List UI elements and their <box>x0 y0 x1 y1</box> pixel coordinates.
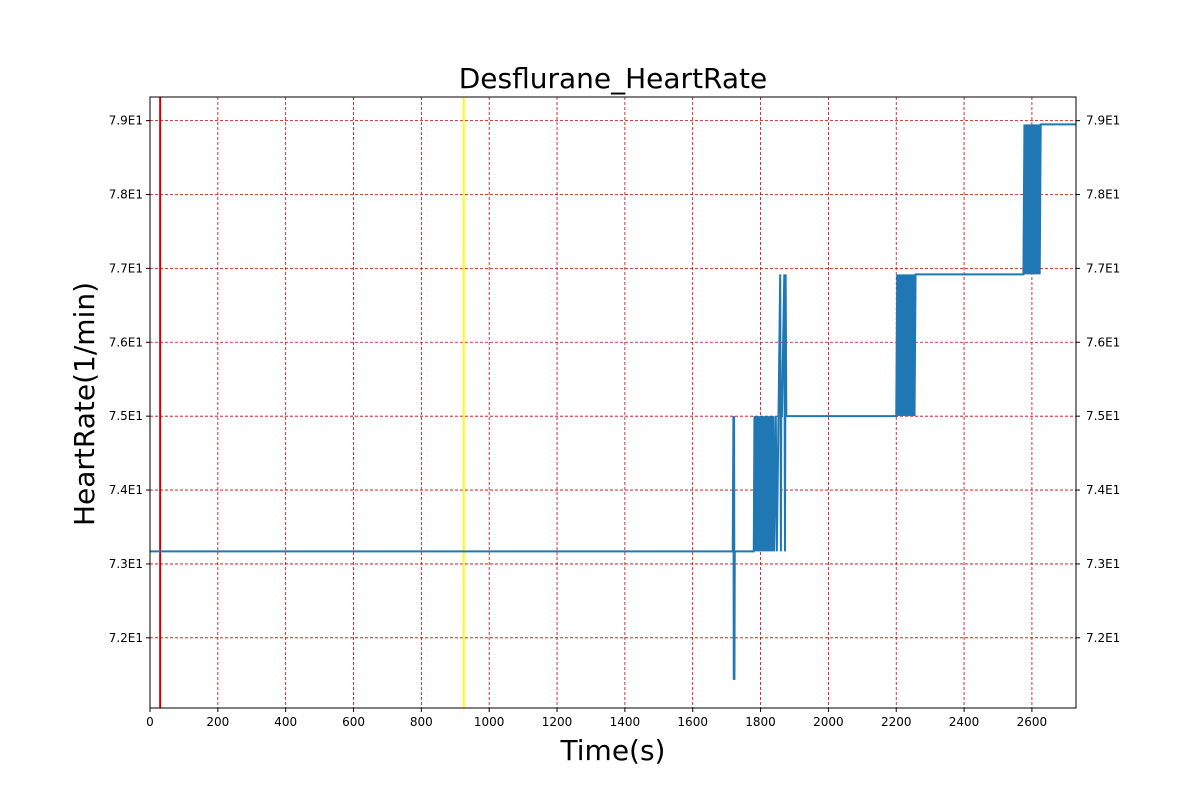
chart-title: Desflurane_HeartRate <box>459 62 768 95</box>
y-tick-label-left: 7.9E1 <box>109 114 143 128</box>
x-tick-label: 2600 <box>1017 715 1048 729</box>
grid-lines <box>149 97 1076 708</box>
x-tick-label: 2000 <box>813 715 844 729</box>
x-tick-label: 2400 <box>949 715 980 729</box>
x-axis-ticks: 0 200 400 600 800 1000 1200 1400 1600 1800 2000 220… <box>146 708 1047 729</box>
y-tick-label-left: 7.2E1 <box>109 631 143 645</box>
y-axis-ticks-left: 7.2E1 7.3E1 7.4E1 7.5E1 7.6E1 7.7E1 7.8E1 7.9E1 <box>109 114 150 645</box>
y-tick-label-left: 7.6E1 <box>109 335 143 349</box>
x-tick-label: 1800 <box>745 715 776 729</box>
y-tick-label-left: 7.8E1 <box>109 188 143 202</box>
y-tick-label-right: 7.9E1 <box>1086 114 1120 128</box>
x-tick-label: 2200 <box>881 715 912 729</box>
y-tick-label-right: 7.8E1 <box>1086 188 1120 202</box>
x-tick-label: 1200 <box>542 715 573 729</box>
y-tick-label-left: 7.4E1 <box>109 483 143 497</box>
series-group <box>150 123 1076 680</box>
y-tick-label-right: 7.2E1 <box>1086 631 1120 645</box>
y-tick-label-left: 7.3E1 <box>109 557 143 571</box>
y-tick-label-right: 7.3E1 <box>1086 557 1120 571</box>
x-tick-label: 600 <box>342 715 365 729</box>
plot-frame <box>149 96 1077 709</box>
marker-lines <box>159 97 465 708</box>
y-tick-label-left: 7.5E1 <box>109 409 143 423</box>
y-tick-label-right: 7.7E1 <box>1086 261 1120 275</box>
y-tick-label-right: 7.4E1 <box>1086 483 1120 497</box>
x-tick-label: 400 <box>274 715 297 729</box>
series-line <box>150 123 1076 680</box>
x-tick-label: 0 <box>146 715 154 729</box>
y-tick-label-right: 7.5E1 <box>1086 409 1120 423</box>
x-tick-label: 1400 <box>610 715 641 729</box>
x-tick-label: 1000 <box>474 715 505 729</box>
x-tick-label: 1600 <box>677 715 708 729</box>
y-tick-label-left: 7.7E1 <box>109 261 143 275</box>
x-tick-label: 200 <box>206 715 229 729</box>
x-tick-label: 800 <box>410 715 433 729</box>
x-axis-label: Time(s) <box>560 734 666 767</box>
y-axis-ticks-right: 7.2E1 7.3E1 7.4E1 7.5E1 7.6E1 7.7E1 7.8E1 7.9E1 <box>1076 114 1120 645</box>
y-axis-label: HeartRate(1/min) <box>68 282 101 526</box>
y-tick-label-right: 7.6E1 <box>1086 335 1120 349</box>
